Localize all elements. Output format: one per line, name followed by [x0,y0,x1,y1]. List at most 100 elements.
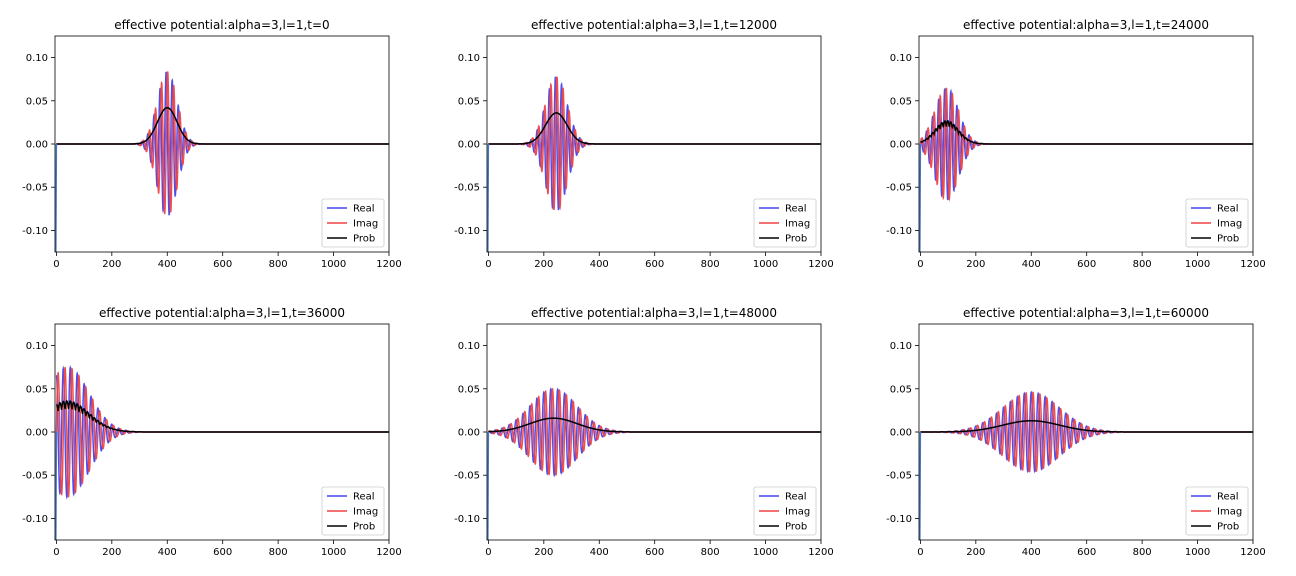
x-tick-label: 1200 [1240,547,1265,558]
x-tick-label: 1000 [321,259,346,270]
x-tick-label: 1000 [1185,547,1210,558]
subplot-title: effective potential:alpha=3,l=1,t=24000 [963,18,1209,32]
legend-label-prob: Prob [1217,522,1239,533]
legend-label-imag: Imag [785,219,810,230]
subplot-title: effective potential:alpha=3,l=1,t=12000 [531,18,777,32]
x-tick-label: 0 [53,259,59,270]
x-tick-label: 1000 [1185,259,1210,270]
y-tick-label: -0.05 [886,183,912,194]
y-tick-label: 0.10 [890,53,912,64]
series-imag-line [56,71,389,215]
x-tick-label: 800 [269,547,288,558]
legend-label-real: Real [785,492,807,503]
x-tick-label: 0 [53,547,59,558]
x-tick-label: 1000 [321,547,346,558]
series-real-edge [55,143,58,252]
y-tick-label: 0.00 [26,428,48,439]
legend: Real Imag Prob [321,486,385,536]
y-tick-label: 0.00 [890,140,912,151]
x-tick-label: 600 [645,547,664,558]
x-tick-label: 400 [158,547,177,558]
x-tick-label: 0 [485,259,491,270]
legend-label-prob: Prob [785,522,807,533]
series-prob-line [56,400,389,433]
series-real-edge [487,143,490,252]
subplot-6: effective potential:alpha=3,l=1,t=60000 0… [886,306,1266,558]
x-tick-label: 0 [917,259,923,270]
y-tick-label: 0.05 [890,384,912,395]
legend-box [321,486,385,536]
y-tick-label: 0.05 [890,96,912,107]
x-tick-label: 1200 [808,259,833,270]
y-tick-label: -0.10 [22,514,48,525]
y-tick-label: -0.05 [454,471,480,482]
x-tick-label: 800 [701,259,720,270]
x-tick-label: 200 [534,547,553,558]
x-tick-label: 200 [966,259,985,270]
x-tick-label: 200 [966,547,985,558]
x-tick-label: 400 [590,259,609,270]
x-tick-label: 600 [645,259,664,270]
legend: Real Imag Prob [1185,486,1249,536]
series-real-edge [487,431,490,540]
subplot-title: effective potential:alpha=3,l=1,t=36000 [99,306,345,320]
y-tick-label: 0.05 [458,96,480,107]
x-tick-label: 0 [917,547,923,558]
x-tick-label: 0 [485,547,491,558]
x-tick-label: 400 [1022,259,1041,270]
legend-box [1185,486,1249,536]
legend: Real Imag Prob [753,486,817,536]
x-tick-label: 600 [213,259,232,270]
y-tick-label: 0.00 [458,428,480,439]
x-tick-label: 400 [590,547,609,558]
subplot-1: effective potential:alpha=3,l=1,t=0 0 200 4… [22,18,402,270]
series-prob-line [920,420,1253,433]
x-tick-label: 200 [534,259,553,270]
x-tick-label: 1000 [753,259,778,270]
legend-box [321,198,385,248]
legend-box [753,486,817,536]
y-tick-label: 0.00 [458,140,480,151]
subplot-title: effective potential:alpha=3,l=1,t=0 [114,18,329,32]
legend-label-imag: Imag [785,507,810,518]
y-tick-label: 0.10 [458,53,480,64]
subplot-3: effective potential:alpha=3,l=1,t=24000 0… [886,18,1266,270]
x-tick-label: 1200 [1240,259,1265,270]
x-tick-label: 800 [269,259,288,270]
legend-label-prob: Prob [353,234,375,245]
subplot-title: effective potential:alpha=3,l=1,t=60000 [963,306,1209,320]
x-tick-label: 400 [158,259,177,270]
y-tick-label: 0.05 [26,384,48,395]
y-tick-label: 0.10 [26,341,48,352]
series-real-edge [919,143,922,252]
legend: Real Imag Prob [753,198,817,248]
y-tick-label: -0.10 [454,514,480,525]
x-tick-label: 800 [1133,547,1152,558]
x-tick-label: 400 [1022,547,1041,558]
legend-label-prob: Prob [785,234,807,245]
y-tick-label: -0.05 [22,471,48,482]
y-tick-label: -0.10 [886,226,912,237]
x-tick-label: 800 [701,547,720,558]
subplot-2: effective potential:alpha=3,l=1,t=12000 0… [454,18,834,270]
series-real-edge [919,431,922,540]
legend-label-real: Real [785,204,807,215]
x-tick-label: 800 [1133,259,1152,270]
y-tick-label: 0.10 [890,341,912,352]
y-tick-label: 0.05 [26,96,48,107]
y-tick-label: -0.10 [886,514,912,525]
subplot-4: effective potential:alpha=3,l=1,t=36000 0… [22,306,402,558]
y-tick-label: 0.10 [458,341,480,352]
y-tick-label: 0.05 [458,384,480,395]
legend-label-imag: Imag [353,507,378,518]
legend-label-imag: Imag [1217,219,1242,230]
legend: Real Imag Prob [321,198,385,248]
x-tick-label: 1000 [753,547,778,558]
legend: Real Imag Prob [1185,198,1249,248]
series-prob-line [56,106,389,145]
series-prob-line [920,119,1253,145]
subplot-title: effective potential:alpha=3,l=1,t=48000 [531,306,777,320]
subplot-5: effective potential:alpha=3,l=1,t=48000 0… [454,306,834,558]
legend-label-prob: Prob [353,522,375,533]
legend-box [753,198,817,248]
